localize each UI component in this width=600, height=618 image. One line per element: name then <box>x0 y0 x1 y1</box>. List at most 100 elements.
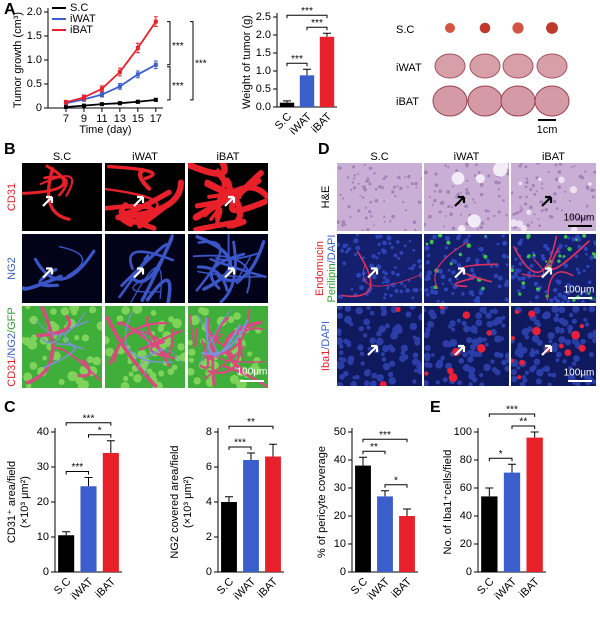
cell <box>447 277 453 283</box>
cell <box>418 264 422 269</box>
tumor <box>445 23 455 33</box>
cell <box>449 338 458 347</box>
error-bar <box>269 443 277 457</box>
bar <box>355 465 371 572</box>
cell <box>389 360 396 367</box>
vessel <box>195 240 222 292</box>
cell <box>60 306 70 316</box>
cell <box>433 198 437 203</box>
cell <box>432 234 437 240</box>
cell <box>475 295 481 301</box>
cell <box>351 181 355 184</box>
cell <box>573 355 580 362</box>
cell <box>417 200 422 205</box>
cell <box>528 310 536 318</box>
cell <box>424 170 428 175</box>
vessel <box>132 348 165 358</box>
cell <box>128 371 134 377</box>
x-tick-label: 11 <box>96 113 107 125</box>
cell <box>459 213 463 216</box>
micrograph <box>22 306 102 388</box>
x-tick-label: iBAT <box>309 111 334 136</box>
cell <box>383 220 386 223</box>
cell <box>444 235 450 241</box>
cell <box>462 351 468 358</box>
row-label-part: /DAPI <box>320 321 332 350</box>
cell <box>393 186 396 189</box>
cell <box>591 252 595 256</box>
error-bar <box>359 456 367 466</box>
bracket <box>306 26 328 31</box>
bar <box>526 437 543 572</box>
cell <box>580 216 585 221</box>
cell <box>567 236 571 240</box>
cell <box>405 311 412 318</box>
cell <box>338 166 342 170</box>
cell <box>399 251 404 256</box>
cell <box>356 272 362 278</box>
cell <box>456 318 462 323</box>
vessel <box>205 316 241 356</box>
row-label-part: Perilipin <box>326 263 338 302</box>
cell <box>501 359 508 366</box>
y-tick-label: 1.0 <box>256 65 271 77</box>
tumor <box>434 53 466 79</box>
vessel <box>550 240 590 270</box>
cell <box>399 186 403 191</box>
cell <box>198 307 205 314</box>
cell <box>463 325 471 333</box>
cell <box>556 279 562 285</box>
cell <box>490 329 497 336</box>
cell <box>401 351 405 355</box>
panel-label: E <box>430 399 441 416</box>
cell <box>497 316 503 322</box>
cell <box>501 323 506 328</box>
x-tick-label: iWAT <box>366 576 393 603</box>
cell <box>479 192 484 197</box>
cell <box>558 306 566 314</box>
vessel <box>107 164 155 181</box>
cell <box>426 253 431 258</box>
cell <box>484 342 489 347</box>
vessel <box>36 312 86 336</box>
cell <box>133 374 142 383</box>
cell <box>477 171 481 175</box>
cell <box>441 300 445 303</box>
cell <box>378 185 382 189</box>
cell <box>535 176 539 180</box>
cell <box>92 356 102 366</box>
cell <box>464 238 469 243</box>
cell <box>571 318 577 324</box>
cell <box>349 215 352 218</box>
cell <box>490 264 494 268</box>
error-bar <box>485 487 494 497</box>
y-tick-label: 80 <box>460 454 472 466</box>
cell <box>341 223 345 227</box>
cell <box>529 188 533 192</box>
cell <box>484 234 487 238</box>
micrograph-background <box>424 163 509 231</box>
column-header: iWAT <box>132 151 158 163</box>
y-tick-label: 8 <box>206 426 212 438</box>
cell <box>381 249 387 255</box>
cell <box>466 243 472 248</box>
cell <box>172 318 182 329</box>
micrograph <box>424 306 509 386</box>
cell <box>465 188 469 192</box>
y-tick-label: 10 <box>37 531 49 543</box>
cell <box>337 382 344 386</box>
arrow <box>454 344 466 356</box>
cell <box>574 254 579 259</box>
micrograph <box>22 163 102 231</box>
x-tick-label: iWAT <box>69 576 96 603</box>
y-tick-label: 40 <box>334 454 346 466</box>
micrograph <box>511 163 596 231</box>
cell <box>440 200 445 205</box>
cell <box>585 252 588 256</box>
y-axis-label: NG2 covered area/field <box>169 445 181 558</box>
row-label: Iba1/DAPI <box>320 321 332 371</box>
cell <box>582 269 586 273</box>
y-tick-label: 20 <box>334 510 346 522</box>
cell <box>547 372 552 377</box>
cell <box>418 271 422 277</box>
